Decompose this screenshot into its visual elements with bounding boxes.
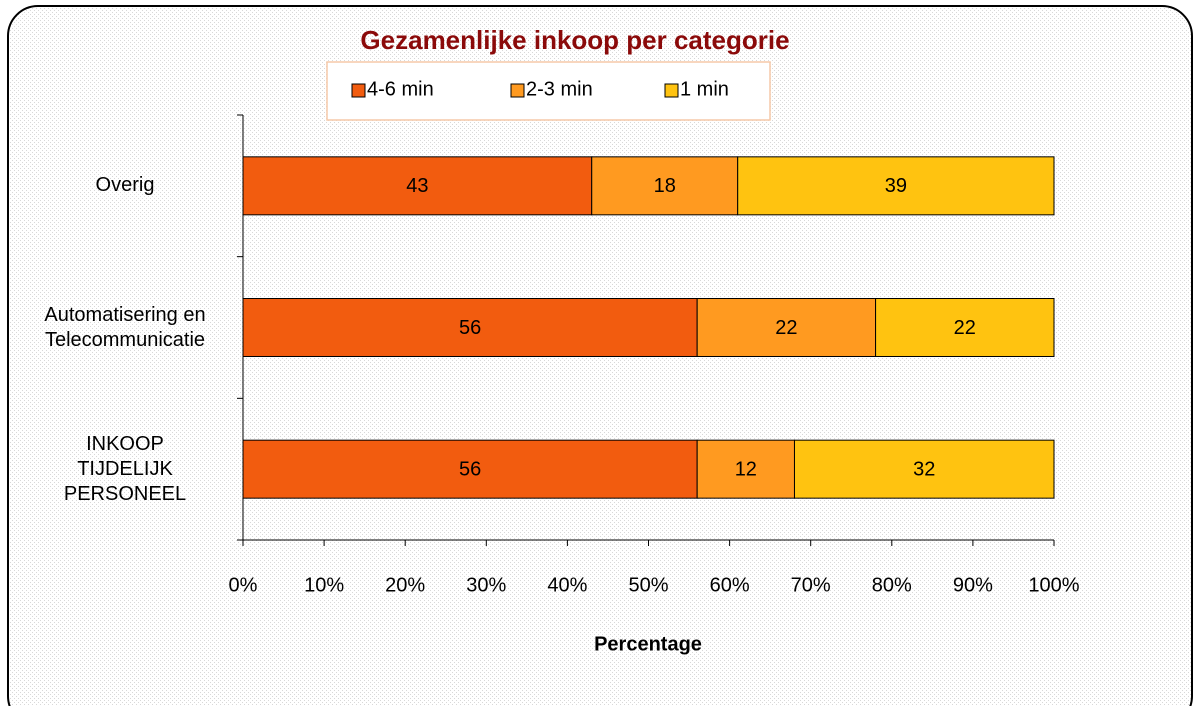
- x-tick-label: 40%: [547, 574, 587, 596]
- bar-segment: [242, 156, 593, 216]
- legend-box: [326, 61, 771, 121]
- bar-segment: [242, 298, 698, 357]
- y-tick-label: Overig: [95, 174, 155, 197]
- data-label: 32: [913, 458, 935, 480]
- data-label: 22: [775, 317, 797, 339]
- legend-swatch: [351, 83, 366, 98]
- bar-segment: [737, 156, 1055, 216]
- x-tick-label: 50%: [628, 574, 668, 596]
- legend-label: 4-6 min: [367, 78, 434, 100]
- x-tick-label: 90%: [953, 574, 993, 596]
- bar-segment: [591, 156, 739, 216]
- legend-swatch: [510, 83, 525, 98]
- x-tick-label: 30%: [466, 574, 506, 596]
- x-tick-label: 10%: [304, 574, 344, 596]
- data-label: 12: [735, 458, 757, 480]
- legend-swatch: [664, 83, 679, 98]
- x-tick-label: 60%: [710, 574, 750, 596]
- y-tick-label: Automatisering en Telecommunicatie: [44, 303, 206, 351]
- x-tick-label: 80%: [872, 574, 912, 596]
- bar-segment: [793, 439, 1055, 499]
- x-tick-label: 20%: [385, 574, 425, 596]
- data-label: 56: [459, 458, 481, 480]
- bar-segment: [875, 298, 1055, 357]
- data-label: 18: [654, 175, 676, 197]
- chart-title: Gezamenlijke inkoop per categorie: [360, 25, 789, 55]
- bar-segment: [242, 439, 698, 499]
- legend-label: 1 min: [680, 78, 729, 100]
- x-tick-label: 70%: [791, 574, 831, 596]
- x-tick-label: 100%: [1028, 574, 1079, 596]
- legend-label: 2-3 min: [526, 78, 593, 100]
- x-axis-label: Percentage: [594, 633, 702, 655]
- bar-segment: [696, 439, 795, 499]
- y-tick-label: INKOOP TIJDELIJK PERSONEEL: [63, 432, 187, 505]
- data-label: 39: [885, 175, 907, 197]
- data-label: 22: [954, 317, 976, 339]
- data-label: 43: [406, 175, 428, 197]
- data-label: 56: [459, 317, 481, 339]
- x-tick-label: 0%: [229, 574, 258, 596]
